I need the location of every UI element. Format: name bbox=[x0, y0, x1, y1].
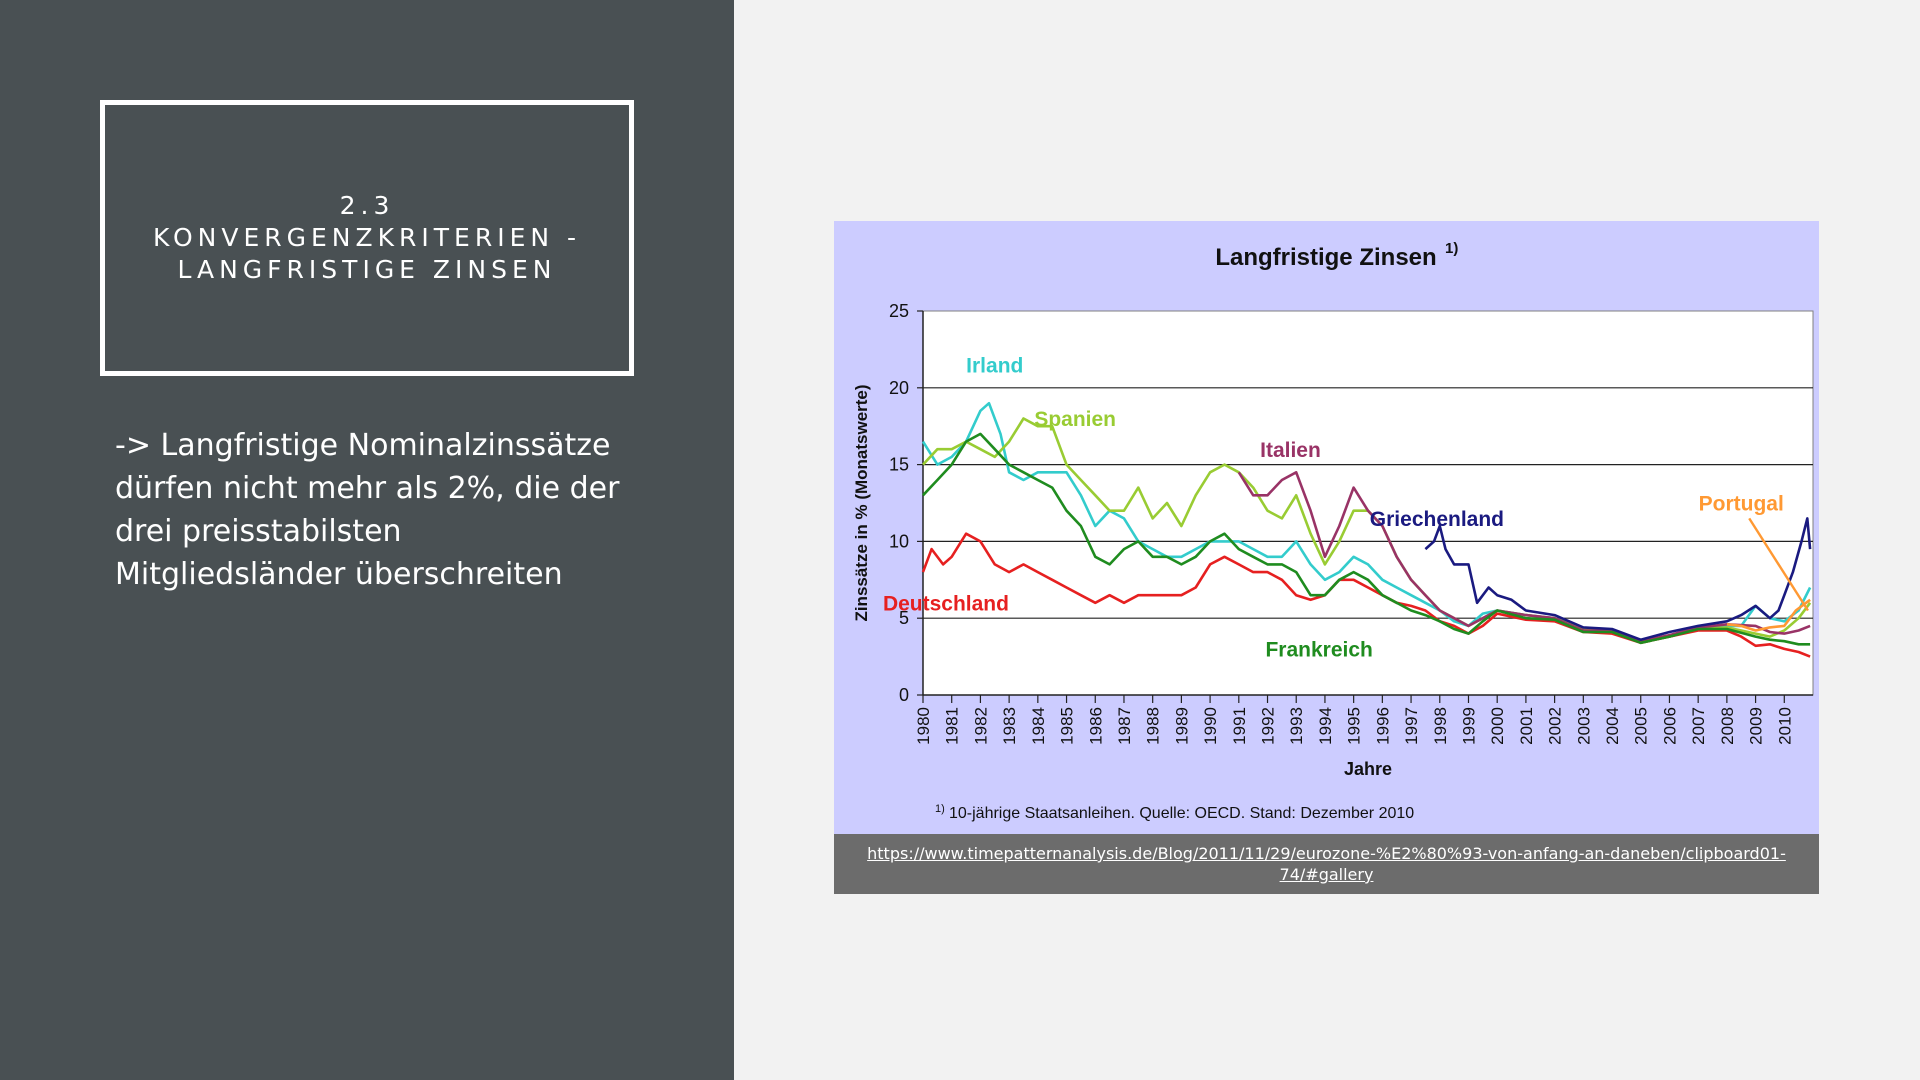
y-tick-label: 15 bbox=[889, 455, 909, 475]
series-label-frankreich: Frankreich bbox=[1265, 639, 1372, 662]
x-tick-label: 2006 bbox=[1660, 707, 1679, 745]
series-label-italien: Italien bbox=[1260, 439, 1321, 462]
x-tick-label: 1980 bbox=[914, 707, 933, 745]
body-line: drei preisstabilsten bbox=[115, 514, 402, 549]
chart-title: Langfristige Zinsen bbox=[1215, 244, 1436, 271]
series-line-griechenland bbox=[1424, 517, 1812, 642]
x-tick-label: 1991 bbox=[1230, 707, 1249, 745]
slide-title-line-2: LANGFRISTIGE ZINSEN bbox=[177, 255, 557, 284]
y-axis-label: Zinssätze in % (Monatswerte) bbox=[852, 384, 871, 621]
y-tick-label: 5 bbox=[899, 608, 909, 628]
body-line: Mitgliedsländer überschreiten bbox=[115, 557, 563, 592]
x-tick-label: 1990 bbox=[1201, 707, 1220, 745]
x-tick-label: 1983 bbox=[1000, 707, 1019, 745]
x-axis-label: Jahre bbox=[1344, 759, 1392, 779]
series-label-deutschland: Deutschland bbox=[883, 593, 1009, 616]
x-tick-label: 1982 bbox=[971, 707, 990, 745]
y-tick-label: 20 bbox=[889, 378, 909, 398]
interest-rate-chart: Langfristige Zinsen 1) 0 5 10 15 20 25 1980 1981 1… bbox=[834, 221, 1819, 834]
left-panel: 2.3 KONVERGENZKRITERIEN - LANGFRISTIGE Z… bbox=[0, 0, 734, 1080]
body-line: dürfen nicht mehr als 2%, die der bbox=[115, 471, 620, 506]
y-tick-label: 0 bbox=[899, 685, 909, 705]
body-line: -> Langfristige Nominalzinssätze bbox=[115, 428, 611, 463]
series-line-frankreich bbox=[922, 432, 1811, 646]
x-tick-label: 2000 bbox=[1488, 707, 1507, 745]
x-tick-label: 1986 bbox=[1086, 707, 1105, 745]
plot-area bbox=[922, 310, 1814, 696]
x-tick-label: 2010 bbox=[1775, 707, 1794, 745]
x-tick-label: 2002 bbox=[1546, 707, 1565, 745]
chart-title-superscript: 1) bbox=[1445, 240, 1458, 257]
y-tick-label: 10 bbox=[889, 531, 909, 551]
x-tick-label: 1999 bbox=[1459, 707, 1478, 745]
portugal-arrow bbox=[1748, 517, 1809, 612]
x-tick-label: 2009 bbox=[1747, 707, 1766, 745]
x-tick-label: 2008 bbox=[1718, 707, 1737, 745]
x-tick-label: 2004 bbox=[1603, 707, 1622, 745]
x-tick-label: 2001 bbox=[1517, 707, 1536, 745]
series-line-portugal bbox=[1726, 598, 1811, 632]
x-tick-label: 2005 bbox=[1632, 707, 1651, 745]
x-tick-label: 1985 bbox=[1058, 707, 1077, 745]
title-box: 2.3 KONVERGENZKRITERIEN - LANGFRISTIGE Z… bbox=[100, 100, 634, 376]
y-tick-label: 25 bbox=[889, 301, 909, 321]
x-tick-label: 1998 bbox=[1431, 707, 1450, 745]
x-tick-label: 2007 bbox=[1689, 707, 1708, 745]
x-tick-label: 1989 bbox=[1172, 707, 1191, 745]
source-bar: https://www.timepatternanalysis.de/Blog/… bbox=[834, 834, 1819, 894]
slide-title-line-1: KONVERGENZKRITERIEN - bbox=[152, 223, 582, 252]
x-tick-label: 1994 bbox=[1316, 707, 1335, 745]
footnote-text: 10-jährige Staatsanleihen. Quelle: OECD.… bbox=[949, 805, 1414, 822]
x-tick-label: 1996 bbox=[1373, 707, 1392, 745]
x-tick-label: 2003 bbox=[1574, 707, 1593, 745]
chart-figure: Langfristige Zinsen 1) 0 5 10 15 20 25 1980 1981 1… bbox=[834, 221, 1819, 894]
source-link[interactable]: https://www.timepatternanalysis.de/Blog/… bbox=[867, 844, 1786, 884]
series-label-irland: Irland bbox=[966, 354, 1023, 377]
x-tick-label: 1995 bbox=[1345, 707, 1364, 745]
x-tick-label: 1984 bbox=[1029, 707, 1048, 745]
x-tick-label: 1981 bbox=[943, 707, 962, 745]
series-label-griechenland: Griechenland bbox=[1370, 508, 1504, 531]
x-tick-label: 1993 bbox=[1287, 707, 1306, 745]
footnote-superscript: 1) bbox=[935, 803, 945, 815]
body-text: -> Langfristige Nominalzinssätze dürfen … bbox=[115, 424, 635, 596]
x-tick-label: 1992 bbox=[1259, 707, 1278, 745]
x-tick-label: 1988 bbox=[1144, 707, 1163, 745]
x-tick-label: 1987 bbox=[1115, 707, 1134, 745]
x-tick-label: 1997 bbox=[1402, 707, 1421, 745]
slide-title-number: 2.3 bbox=[339, 191, 395, 220]
series-label-spanien: Spanien bbox=[1034, 408, 1116, 431]
series-line-italien bbox=[1237, 471, 1811, 643]
series-label-portugal: Portugal bbox=[1699, 493, 1784, 516]
